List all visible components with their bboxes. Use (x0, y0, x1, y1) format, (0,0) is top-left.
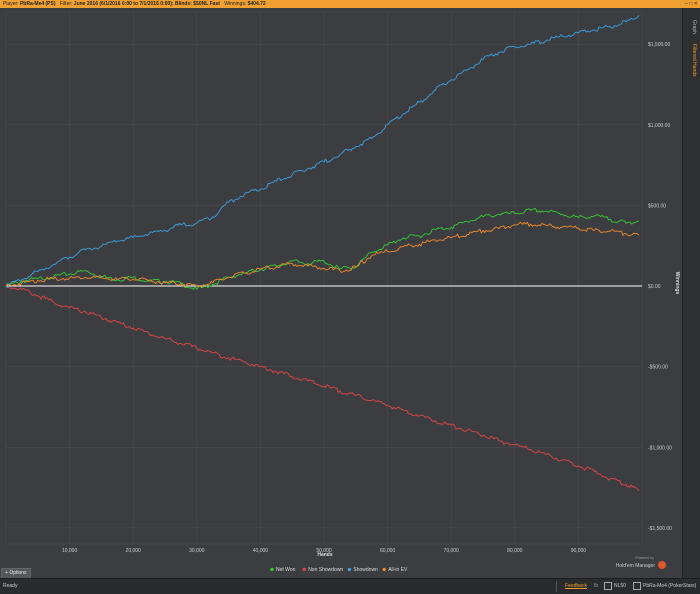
legend-swatch (302, 567, 306, 572)
tab-graph[interactable]: Graph (691, 20, 697, 34)
tab-filtered-hands[interactable]: Filtered Hands (691, 44, 697, 77)
series-line-showdown (5, 14, 640, 288)
y-tick-label: -$500.00 (648, 365, 668, 371)
active-player[interactable]: PbRa-Me4 (PokerStars) (633, 579, 696, 594)
options-label: Options (9, 570, 27, 576)
x-tick-label: 70,000 (444, 548, 460, 554)
feedback-link[interactable]: Feedback (565, 583, 587, 589)
x-tick-label: 40,000 (253, 548, 269, 554)
status-text: Ready (3, 583, 18, 589)
stakes-indicator[interactable]: NL50 (604, 579, 626, 594)
x-tick-label: 10,000 (62, 548, 78, 554)
legend-label: Net Won (276, 567, 296, 573)
brand-text: Hold'em Manager (616, 563, 656, 569)
legend-label: Non Showdown (308, 567, 343, 573)
status-bar: Ready Feedback fb NL50 PbRa-Me4 (PokerSt… (0, 578, 700, 594)
table-icon (604, 581, 612, 590)
y-axis-label: Winnings (674, 272, 680, 295)
series-line-net-won (5, 208, 640, 290)
y-tick-label: -$1,500.00 (648, 526, 672, 532)
player-status-label: PbRa-Me4 (PokerStars) (643, 583, 697, 589)
plus-icon: + (5, 570, 8, 576)
title-bar: Player: PbRa-Me4 (PS) Filter: June 2016 … (0, 0, 700, 8)
stakes-label: NL50 (614, 583, 626, 589)
series-line-all-in-ev (5, 221, 640, 288)
hm2-logo-icon (658, 561, 666, 569)
x-tick-label: 60,000 (380, 548, 396, 554)
winnings-value: $404.72 (247, 1, 266, 7)
status-divider (556, 581, 557, 592)
x-axis-label: Hands (317, 552, 333, 558)
x-tick-label: 30,000 (189, 548, 205, 554)
filter-label: Filter: (59, 1, 73, 7)
powered-by-text: Powered by (636, 556, 655, 560)
close-icon[interactable]: ✕ (693, 1, 698, 7)
legend-label: All-in EV (388, 567, 408, 573)
y-tick-label: $1,500.00 (648, 42, 670, 48)
maximize-icon[interactable]: □ (689, 1, 693, 7)
window-controls[interactable]: ─ □ ✕ (684, 0, 698, 8)
legend-swatch (347, 567, 352, 572)
chart-panel: 10,000 20,000 30,000 40,000 50,000 60,000 70,0… (0, 8, 682, 578)
legend-label: Showdown (353, 567, 378, 573)
winnings-label: Winnings: (224, 1, 247, 7)
x-tick-label: 20,000 (126, 548, 142, 554)
x-tick-label: 50,000 (316, 548, 332, 554)
side-tab-bar: Graph Filtered Hands (682, 8, 700, 578)
minimize-icon[interactable]: ─ (684, 1, 688, 7)
x-tick-label: 80,000 (507, 548, 523, 554)
chart-legend: Net Won Non Showdown Showdown All-in EV (270, 567, 408, 573)
filter-value: June 2016 (6/1/2016 0:00 to 7/1/2016 0:0… (73, 1, 220, 7)
legend-swatch (270, 567, 274, 572)
y-tick-label: -$1,000.00 (648, 445, 672, 451)
player-name: PbRa-Me4 (PS) (19, 1, 56, 7)
y-tick-label: $0.00 (648, 284, 661, 290)
legend-swatch (382, 567, 386, 572)
y-tick-label: $1,000.00 (648, 123, 670, 129)
player-label: Player: (3, 1, 19, 7)
y-tick-label: $500.00 (648, 203, 666, 209)
player-icon (633, 581, 641, 590)
winnings-graph: 10,000 20,000 30,000 40,000 50,000 60,000 70,0… (5, 11, 680, 573)
series-line-non-showdown (5, 285, 640, 492)
x-tick-label: 90,000 (571, 548, 587, 554)
facebook-link[interactable]: fb (594, 583, 599, 589)
